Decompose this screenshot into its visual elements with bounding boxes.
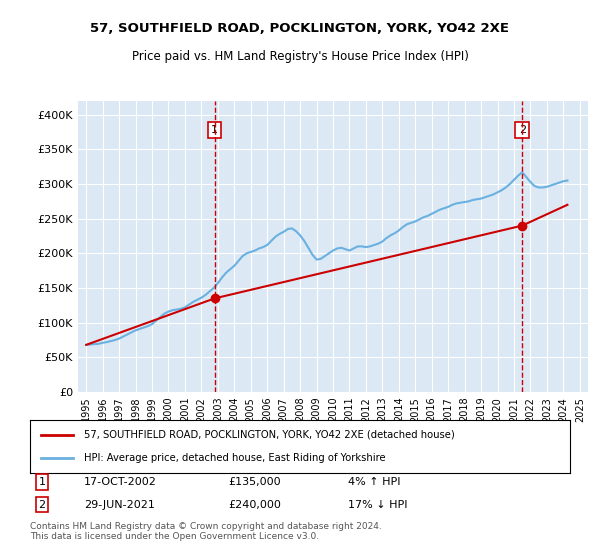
Text: 17-OCT-2002: 17-OCT-2002 <box>84 477 157 487</box>
Text: 57, SOUTHFIELD ROAD, POCKLINGTON, YORK, YO42 2XE (detached house): 57, SOUTHFIELD ROAD, POCKLINGTON, YORK, … <box>84 430 455 440</box>
Text: HPI: Average price, detached house, East Riding of Yorkshire: HPI: Average price, detached house, East… <box>84 453 386 463</box>
Text: 29-JUN-2021: 29-JUN-2021 <box>84 500 155 510</box>
Text: 2: 2 <box>518 125 526 135</box>
Text: £135,000: £135,000 <box>228 477 281 487</box>
Text: 4% ↑ HPI: 4% ↑ HPI <box>348 477 401 487</box>
Text: Price paid vs. HM Land Registry's House Price Index (HPI): Price paid vs. HM Land Registry's House … <box>131 50 469 63</box>
Text: 17% ↓ HPI: 17% ↓ HPI <box>348 500 407 510</box>
Text: Contains HM Land Registry data © Crown copyright and database right 2024.
This d: Contains HM Land Registry data © Crown c… <box>30 522 382 542</box>
Text: 1: 1 <box>211 125 218 135</box>
Text: 57, SOUTHFIELD ROAD, POCKLINGTON, YORK, YO42 2XE: 57, SOUTHFIELD ROAD, POCKLINGTON, YORK, … <box>91 22 509 35</box>
Text: 1: 1 <box>38 477 46 487</box>
Text: £240,000: £240,000 <box>228 500 281 510</box>
Text: 2: 2 <box>38 500 46 510</box>
